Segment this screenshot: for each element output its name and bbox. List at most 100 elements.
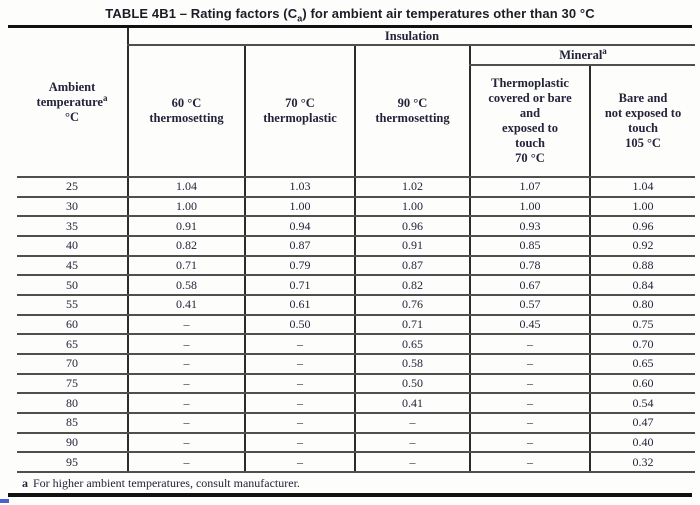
rating-factor-cell: 0.85	[469, 235, 590, 257]
footnote-text: For higher ambient temperatures, consult…	[33, 475, 300, 490]
rating-factor-cell: 0.41	[354, 393, 470, 414]
table-row: 50 0.58 0.71 0.82 0.67 0.84	[17, 275, 696, 296]
rating-factor-cell: 1.02	[354, 177, 470, 198]
table-row: 70– –0.58–0.65	[17, 353, 696, 375]
footnote-row: a For higher ambient temperatures, consul…	[17, 472, 695, 492]
ambient-header-line2: temperaturea	[36, 92, 108, 109]
ambient-temp-cell: 30	[17, 196, 128, 218]
rating-factor-cell: 0.58	[354, 353, 470, 375]
ambient-temperature-header: Ambient temperaturea °C	[17, 28, 128, 178]
col-header-90c-thermosetting: 90 °C thermosetting	[354, 45, 470, 178]
ambient-temp-cell: 65	[17, 334, 128, 355]
rating-factor-cell: 0.45	[469, 314, 590, 336]
rating-factor-cell: 1.07	[469, 177, 590, 198]
col-header-thermoplastic-exposed: Thermoplastic covered or bare and expose…	[469, 65, 590, 178]
rating-factor-cell: –	[127, 353, 245, 375]
table-title-suffix: ) for ambient air temperatures other tha…	[302, 6, 595, 21]
mineral-footnote-marker: a	[602, 45, 607, 56]
ambient-header-line3: °C	[64, 109, 80, 124]
ambient-footnote-marker: a	[102, 92, 108, 103]
rating-factor-cell: –	[469, 452, 590, 473]
ambient-temp-cell: 85	[17, 412, 128, 434]
insulation-header-row: Ambient temperaturea °C Insulation	[17, 28, 696, 178]
rating-factor-cell: 0.76	[354, 294, 470, 316]
table-body: 25 1.04 1.03 1.02 1.07 1.04 30 1.00 1.00 1.00 1.00…	[17, 177, 696, 473]
ambient-temp-cell: 75	[17, 373, 128, 395]
table-row: 75– –0.50–0.60	[17, 373, 696, 395]
table-header: Ambient temperaturea °C Insulation 60 °C…	[17, 28, 696, 178]
table-row: 95– – – –0.32	[17, 452, 696, 473]
rating-factor-cell: 0.71	[127, 255, 245, 277]
col-header-70c-thermoplastic: 70 °C thermoplastic	[244, 45, 355, 178]
rating-factor-cell: 1.04	[127, 177, 245, 198]
table-row: 40 0.82 0.87 0.91 0.85 0.92	[17, 235, 696, 257]
mineral-header-row: 60 °C thermosetting 70 °C thermoplastic …	[17, 45, 696, 178]
ambient-temp-cell: 60	[17, 314, 128, 336]
mineral-subheader-row: Thermoplastic covered or bare and expose…	[17, 65, 696, 178]
rating-factor-cell: –	[354, 432, 470, 454]
rating-factor-cell: –	[244, 393, 355, 414]
rating-factor-cell: 0.75	[588, 314, 696, 336]
insulation-group-header: Insulation	[126, 28, 696, 46]
rating-factor-cell: 1.00	[469, 196, 590, 218]
rating-factor-cell: 0.87	[244, 235, 355, 257]
rating-factor-cell: –	[127, 412, 245, 434]
rating-factor-cell: 1.00	[244, 196, 355, 218]
table-row: 35 0.91 0.94 0.96 0.93 0.96	[17, 216, 696, 237]
ambient-temp-cell: 95	[17, 452, 128, 473]
rating-factor-cell: –	[469, 334, 590, 355]
rating-factor-cell: 0.67	[469, 275, 590, 296]
rating-factor-cell: 1.00	[588, 196, 696, 218]
rating-factor-cell: –	[244, 353, 355, 375]
footnote-marker: a	[22, 475, 28, 490]
table-row: 65– –0.65–0.70	[17, 334, 696, 355]
rating-factor-cell: –	[244, 432, 355, 454]
ambient-temp-cell: 55	[17, 294, 128, 316]
ambient-temp-cell: 90	[17, 432, 128, 454]
rating-factor-cell: 0.82	[127, 235, 245, 257]
mineral-group-header: Minerala	[468, 45, 696, 66]
rating-factor-cell: 0.32	[588, 452, 696, 473]
table-row: 90– – – –0.40	[17, 432, 696, 454]
rating-factor-cell: 1.00	[354, 196, 470, 218]
rating-factor-cell: –	[244, 334, 355, 355]
rating-factor-cell: –	[244, 412, 355, 434]
rating-factor-cell: 0.71	[354, 314, 470, 336]
rating-factor-cell: –	[469, 432, 590, 454]
rating-factor-cell: 0.87	[354, 255, 470, 277]
rating-factors-table: Ambient temperaturea °C Insulation 60 °C…	[17, 28, 696, 492]
rating-factor-cell: 0.50	[354, 373, 470, 395]
rating-factor-cell: –	[127, 334, 245, 355]
table-row: 25 1.04 1.03 1.02 1.07 1.04	[17, 177, 696, 198]
ambient-header-line1: Ambient	[48, 79, 96, 94]
rating-factor-cell: 0.91	[127, 216, 245, 237]
rating-factor-cell: 0.65	[354, 334, 470, 355]
table-row: 85– – – –0.47	[17, 412, 696, 434]
rating-factor-cell: –	[127, 314, 245, 336]
rating-factor-cell: –	[244, 452, 355, 473]
rating-factor-cell: 0.61	[244, 294, 355, 316]
rating-factor-cell: –	[127, 393, 245, 414]
col-header-60c-thermosetting: 60 °C thermosetting	[127, 45, 245, 178]
table-row: 30 1.00 1.00 1.00 1.00 1.00	[17, 196, 696, 218]
rating-factor-cell: –	[127, 432, 245, 454]
rating-factor-cell: 0.54	[588, 393, 696, 414]
rating-factor-cell: 0.93	[469, 216, 590, 237]
rating-factor-cell: –	[244, 373, 355, 395]
rating-factor-cell: 0.96	[588, 216, 696, 237]
col-header-bare-not-exposed: Bare and not exposed to touch 105 °C	[588, 65, 696, 178]
rating-factor-cell: –	[354, 452, 470, 473]
rating-factor-cell: 0.96	[354, 216, 470, 237]
rating-factor-cell: 0.50	[244, 314, 355, 336]
ambient-temp-cell: 25	[17, 177, 128, 198]
rating-factor-cell: 0.71	[244, 275, 355, 296]
rating-factor-cell: –	[127, 373, 245, 395]
table-title-prefix: TABLE 4B1 – Rating factors (C	[105, 6, 298, 21]
table-title-subscript: a	[297, 13, 303, 24]
rating-factor-cell: –	[354, 412, 470, 434]
ambient-temp-cell: 80	[17, 393, 128, 414]
rating-factor-cell: 0.78	[469, 255, 590, 277]
table-title: TABLE 4B1 – Rating factors (Ca) for ambi…	[0, 6, 700, 24]
top-rule	[8, 25, 692, 28]
